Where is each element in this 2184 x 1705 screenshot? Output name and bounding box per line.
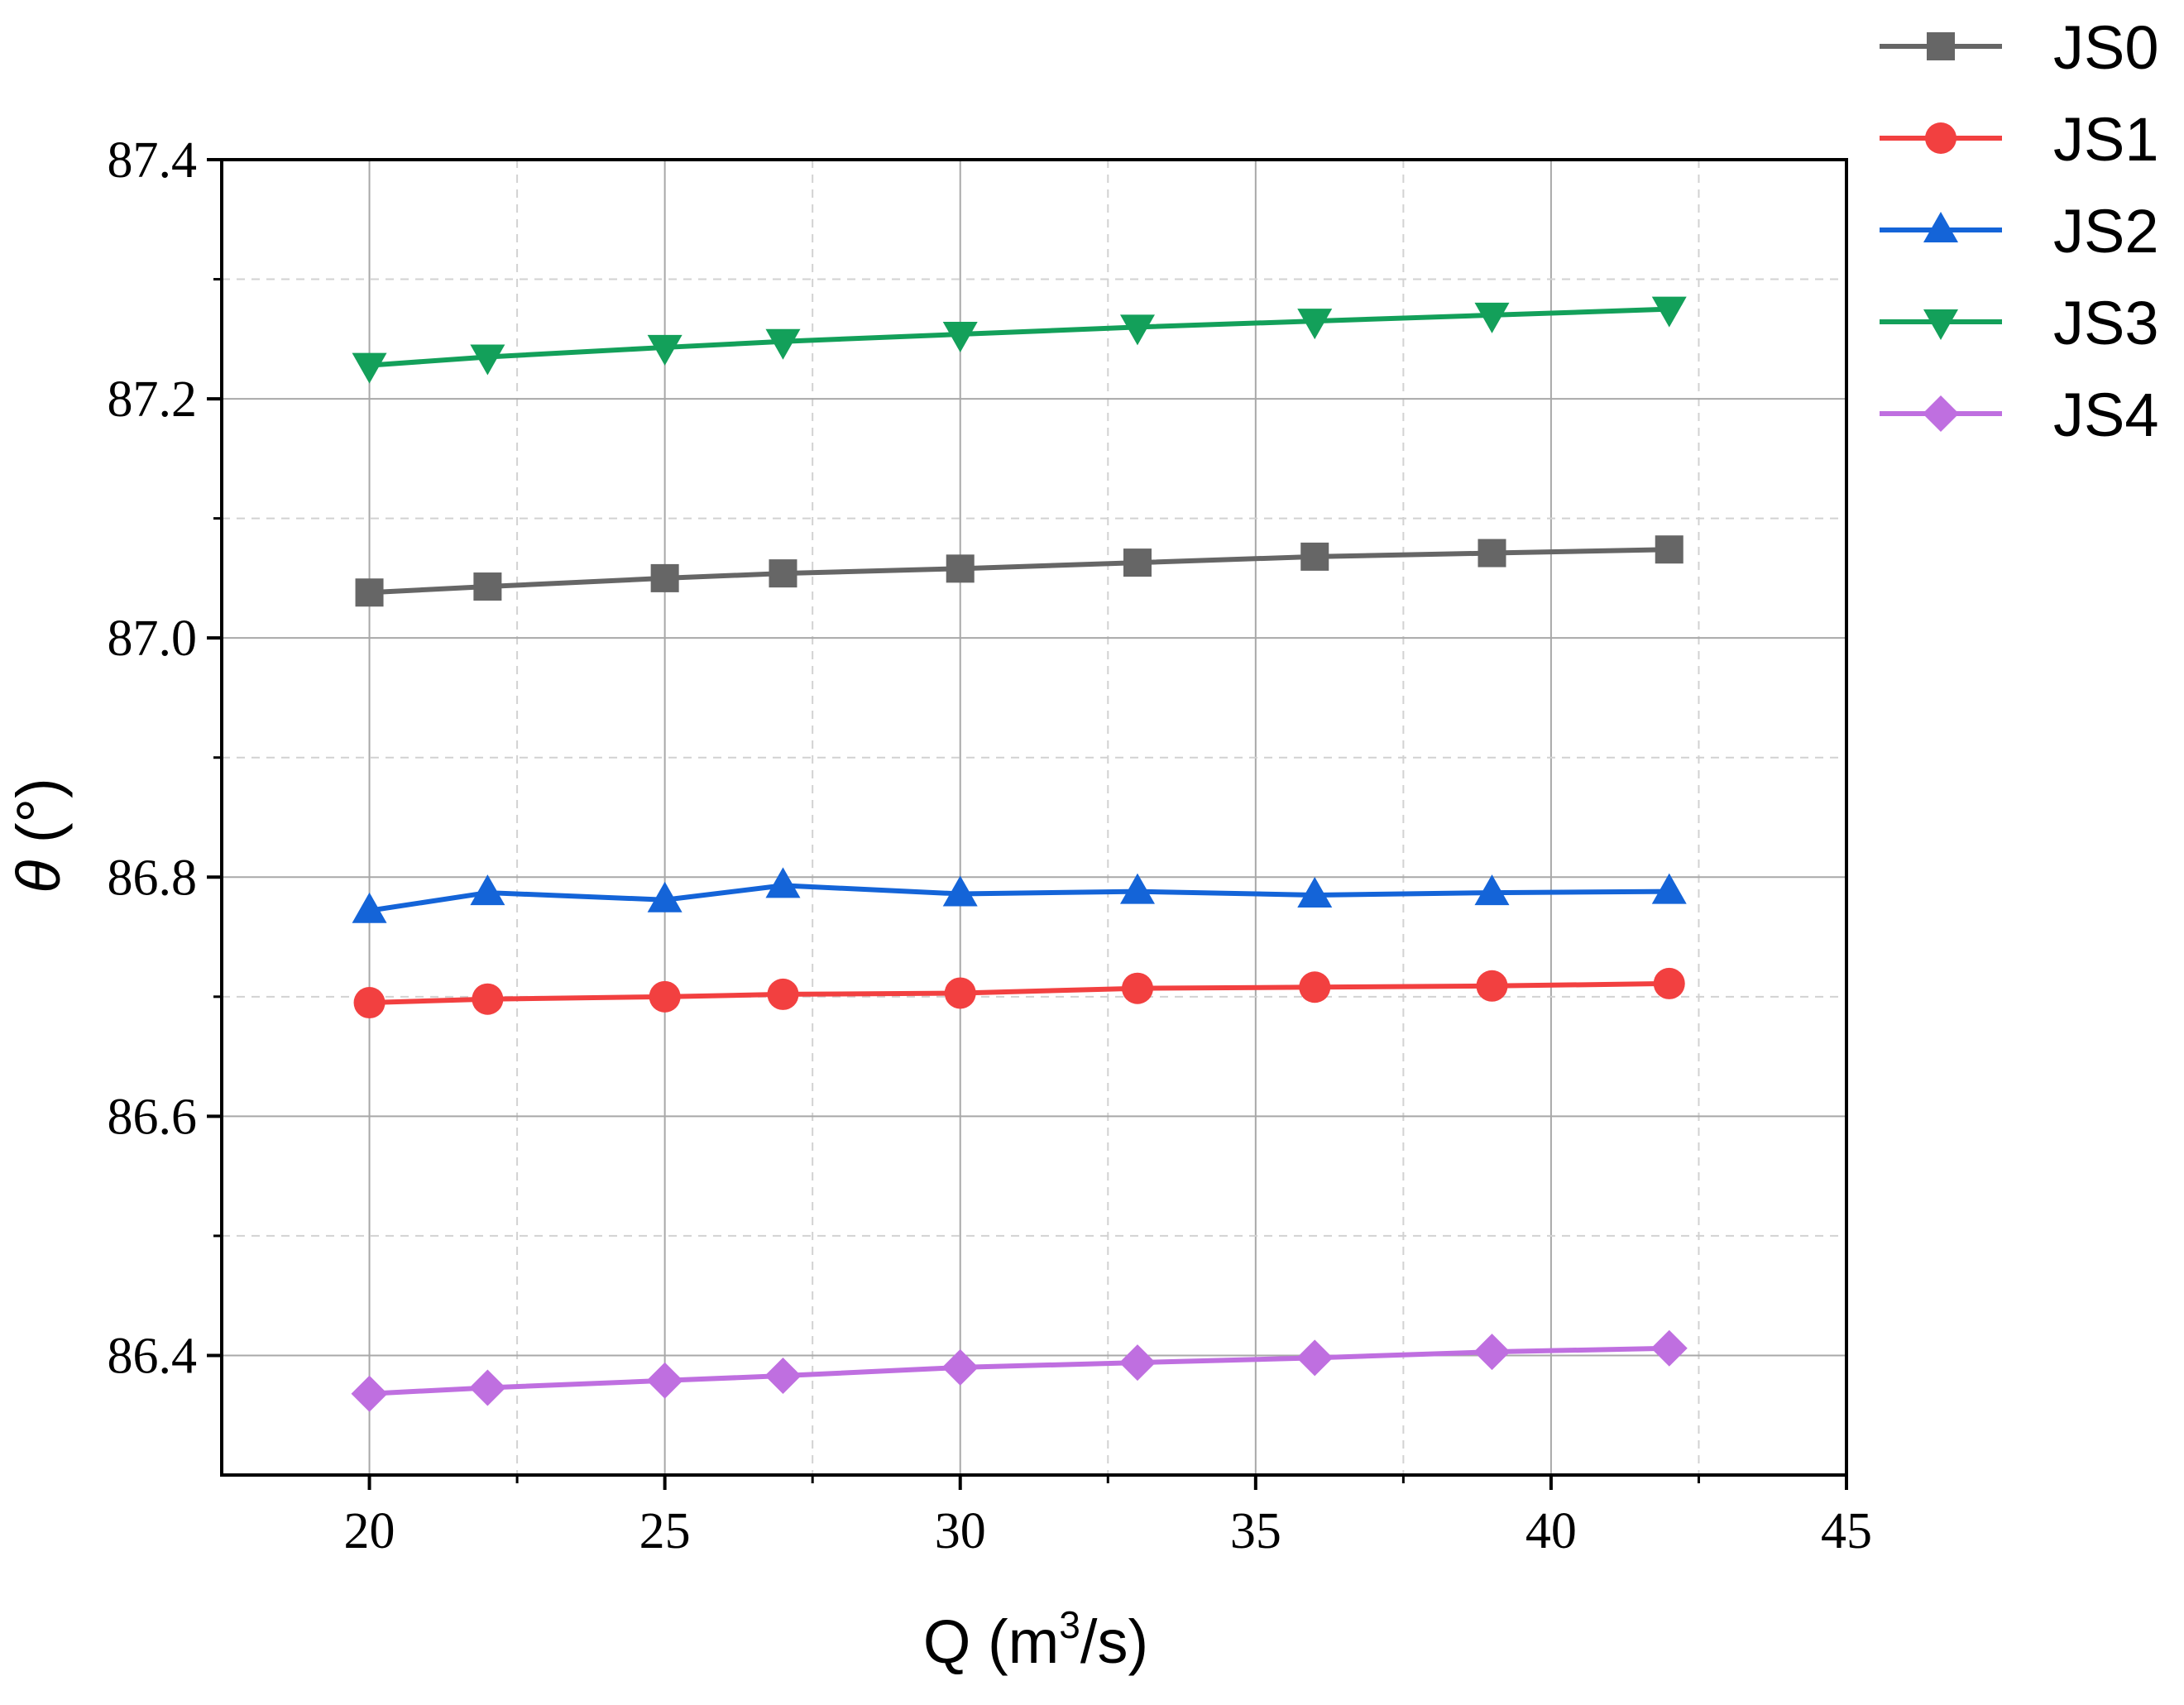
data-point-js0 — [355, 578, 384, 607]
data-point-js0 — [769, 559, 797, 588]
data-point-js4 — [1296, 1339, 1334, 1377]
data-point-js0 — [1655, 535, 1684, 564]
series-line-js1 — [369, 980, 1669, 1006]
y-tick-label: 86.8 — [108, 850, 198, 906]
data-point-js4 — [764, 1358, 802, 1395]
data-point-js3 — [765, 328, 801, 360]
y-axis-title: θ (°) — [4, 778, 73, 893]
data-point-js0 — [650, 563, 679, 592]
data-point-js3 — [1119, 314, 1155, 346]
data-point-js0 — [473, 572, 502, 601]
y-tick-label: 87.4 — [108, 132, 198, 189]
data-point-js2 — [942, 875, 978, 907]
series-line-js2 — [369, 883, 1669, 913]
legend-item-js3: JS3 — [1880, 289, 2159, 357]
data-point-js3 — [1651, 296, 1687, 328]
y-tick-label: 87.2 — [108, 371, 198, 428]
legend-label-js1: JS1 — [2053, 105, 2159, 174]
data-point-js4 — [646, 1362, 683, 1399]
data-point-js1 — [649, 980, 681, 1013]
data-point-js1 — [767, 978, 799, 1010]
series-js3 — [352, 296, 1687, 384]
x-tick-label: 25 — [639, 1503, 691, 1559]
grid — [222, 160, 1846, 1475]
series-js1 — [353, 967, 1685, 1019]
data-point-js1 — [472, 983, 504, 1015]
legend-label-js3: JS3 — [2053, 289, 2159, 357]
legend-item-js1: JS1 — [1880, 105, 2159, 174]
data-point-js4 — [1473, 1334, 1511, 1371]
data-point-js1 — [1299, 971, 1331, 1003]
data-point-js4 — [1650, 1329, 1688, 1367]
data-point-js0 — [946, 554, 975, 583]
data-point-js2 — [1297, 876, 1333, 908]
legend-label-js4: JS4 — [2053, 381, 2159, 449]
legend-marker-js1 — [1925, 122, 1956, 154]
data-point-js4 — [351, 1375, 388, 1412]
legend-item-js2: JS2 — [1880, 197, 2159, 266]
data-point-js2 — [765, 867, 801, 898]
data-point-js0 — [1300, 542, 1329, 571]
x-tick-label: 30 — [935, 1503, 986, 1559]
legend-marker-js4 — [1923, 395, 1959, 432]
series-js0 — [355, 535, 1684, 607]
x-tick-label: 20 — [344, 1503, 395, 1559]
plot-frame — [220, 158, 1848, 1477]
data-point-js1 — [1476, 970, 1508, 1002]
data-point-js1 — [1653, 967, 1685, 999]
data-point-js3 — [470, 344, 505, 376]
data-point-js2 — [352, 892, 387, 923]
legend-marker-js3 — [1923, 309, 1958, 340]
data-point-js4 — [941, 1348, 979, 1386]
data-point-js3 — [1474, 302, 1510, 333]
data-point-js4 — [469, 1369, 506, 1406]
x-axis-title: Q (m3/s) — [923, 1603, 1148, 1676]
legend-marker-js0 — [1927, 32, 1955, 60]
data-point-js2 — [1119, 873, 1155, 904]
data-point-js1 — [1121, 972, 1153, 1004]
data-point-js1 — [353, 987, 386, 1019]
data-point-js0 — [1478, 539, 1506, 568]
axes: 20 25 30 35 40 45 86.4 86.6 86.8 87.0 87.2 87.4 — [108, 132, 1873, 1559]
y-tick-label: 86.6 — [108, 1089, 198, 1145]
data-point-js0 — [1123, 548, 1152, 577]
x-tick-label: 45 — [1821, 1503, 1872, 1559]
data-point-js1 — [944, 977, 976, 1009]
series-js2 — [352, 867, 1687, 923]
series-line-js0 — [369, 547, 1669, 596]
series-layer — [351, 296, 1688, 1412]
y-tick-label: 86.4 — [108, 1328, 198, 1384]
legend: JS0 JS1 JS2 JS3 JS4 — [1880, 13, 2159, 449]
legend-item-js0: JS0 — [1880, 13, 2159, 82]
y-tick-label: 87.0 — [108, 611, 198, 667]
legend-item-js4: JS4 — [1880, 381, 2159, 449]
data-point-js2 — [647, 881, 682, 912]
data-point-js2 — [470, 874, 505, 906]
series-js4 — [351, 1329, 1688, 1412]
data-point-js3 — [1297, 309, 1333, 340]
data-point-js3 — [352, 352, 387, 384]
data-point-js2 — [1474, 874, 1510, 906]
data-point-js2 — [1651, 873, 1687, 904]
x-tick-label: 40 — [1525, 1503, 1577, 1559]
series-line-js3 — [369, 306, 1669, 368]
data-point-js3 — [942, 322, 978, 353]
legend-label-js2: JS2 — [2053, 197, 2159, 266]
data-point-js3 — [647, 334, 682, 366]
legend-label-js0: JS0 — [2053, 13, 2159, 82]
x-tick-label: 35 — [1230, 1503, 1281, 1559]
data-point-js4 — [1118, 1344, 1156, 1382]
legend-marker-js2 — [1923, 212, 1958, 242]
